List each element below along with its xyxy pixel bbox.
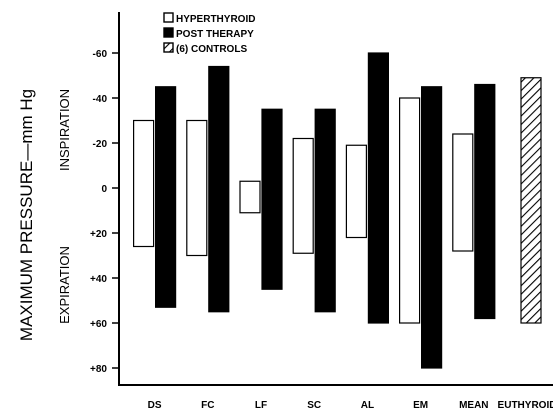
bar-post-therapy-ds [155,86,177,308]
x-tick-label: AL [361,400,374,409]
legend: HYPERTHYROID POST THERAPY (6) CONTROLS [163,12,255,55]
legend-label-hyperthyroid: HYPERTHYROID [176,14,255,25]
bar-hyperthyroid-mean [452,133,474,252]
x-tick-label: LF [255,400,267,409]
bar-6-controls-euthyroid [520,77,542,324]
bars [133,52,542,369]
bar-post-therapy-em [421,86,443,369]
bar-hyperthyroid-em [399,97,421,324]
y-tick-label: -40 [93,94,108,105]
x-tick-label: EUTHYROID [498,400,553,409]
x-tick-label: FC [201,400,214,409]
legend-swatch-hyperthyroid [163,12,174,23]
y-tick-label: -60 [93,49,108,60]
bar-hyperthyroid-sc [292,137,314,254]
y-axis-subtitle-expiration: EXPIRATION [57,246,72,324]
bar-post-therapy-mean [474,83,496,320]
legend-swatch-post-therapy [163,27,174,38]
y-tick-label: -20 [93,139,108,150]
y-axis-title: MAXIMUM PRESSURE—mm Hg [17,89,36,341]
legend-swatch-controls [163,42,174,53]
bar-hyperthyroid-fc [186,119,208,257]
bar-post-therapy-sc [314,108,336,313]
y-tick-label: 0 [101,184,107,195]
y-tick-label: +60 [90,319,107,330]
bar-post-therapy-fc [208,65,230,313]
bar-hyperthyroid-al [345,144,367,239]
y-ticks: -60 -40 -20 0 +20 +40 +60 +80 [90,49,119,375]
bar-post-therapy-al [367,52,389,324]
legend-label-post-therapy: POST THERAPY [176,29,254,40]
y-tick-label: +80 [90,364,107,375]
y-axis-subtitle-inspiration: INSPIRATION [57,89,72,171]
x-tick-label: DS [148,400,162,409]
y-tick-label: +20 [90,229,107,240]
x-tick-label: MEAN [459,400,488,409]
bar-hyperthyroid-ds [133,119,155,248]
bar-hyperthyroid-lf [239,180,261,214]
x-ticks: DS FC LF SC AL EM MEAN EUTHYROID [148,400,553,409]
legend-label-controls: (6) CONTROLS [176,44,247,55]
x-tick-label: EM [413,400,428,409]
bar-post-therapy-lf [261,108,283,290]
x-tick-label: SC [307,400,321,409]
y-tick-label: +40 [90,274,107,285]
